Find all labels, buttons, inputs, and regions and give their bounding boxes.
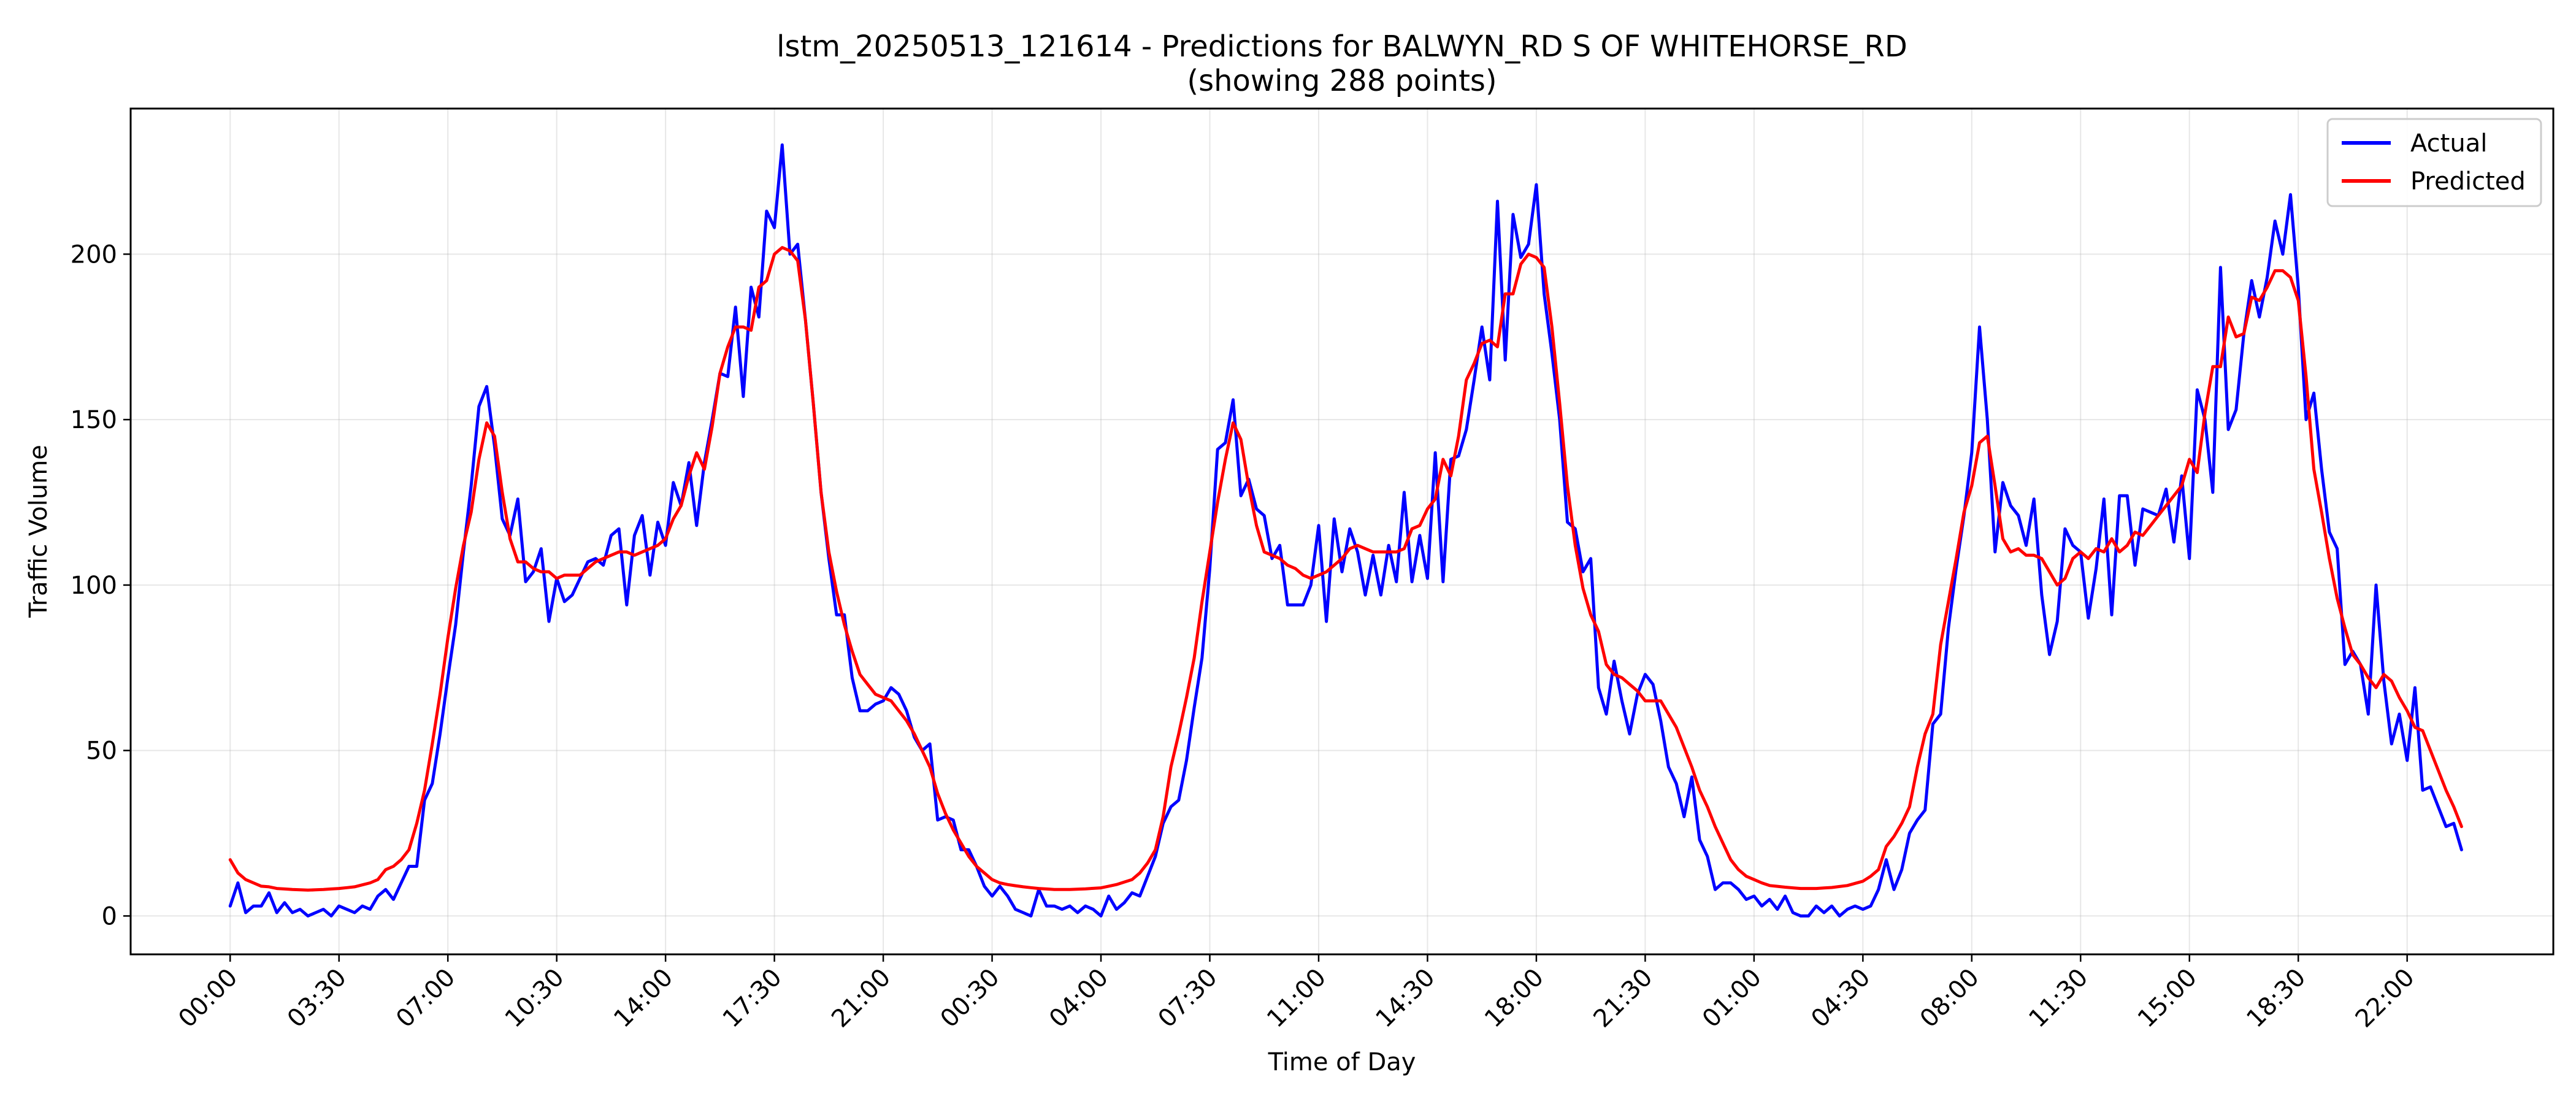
series-layer <box>228 143 2463 918</box>
y-tick-label: 50 <box>86 737 117 765</box>
chart-title: lstm_20250513_121614 - Predictions for B… <box>776 29 1907 64</box>
y-axis-label: Traffic Volume <box>25 445 53 618</box>
y-tick-label: 150 <box>71 406 117 434</box>
series-line-predicted <box>228 246 2463 892</box>
chart-subtitle: (showing 288 points) <box>1187 64 1497 98</box>
y-tick-label: 0 <box>102 902 117 930</box>
y-tick-label: 200 <box>71 240 117 269</box>
legend: Actual Predicted <box>2326 118 2542 207</box>
legend-box <box>2326 118 2542 207</box>
plot-frame <box>129 107 2555 956</box>
legend-label-predicted: Predicted <box>2410 167 2526 196</box>
legend-label-actual: Actual <box>2410 129 2487 158</box>
x-axis-label: Time of Day <box>1268 1048 1416 1076</box>
series-line-actual <box>228 143 2463 918</box>
y-tick-label: 100 <box>71 572 117 600</box>
